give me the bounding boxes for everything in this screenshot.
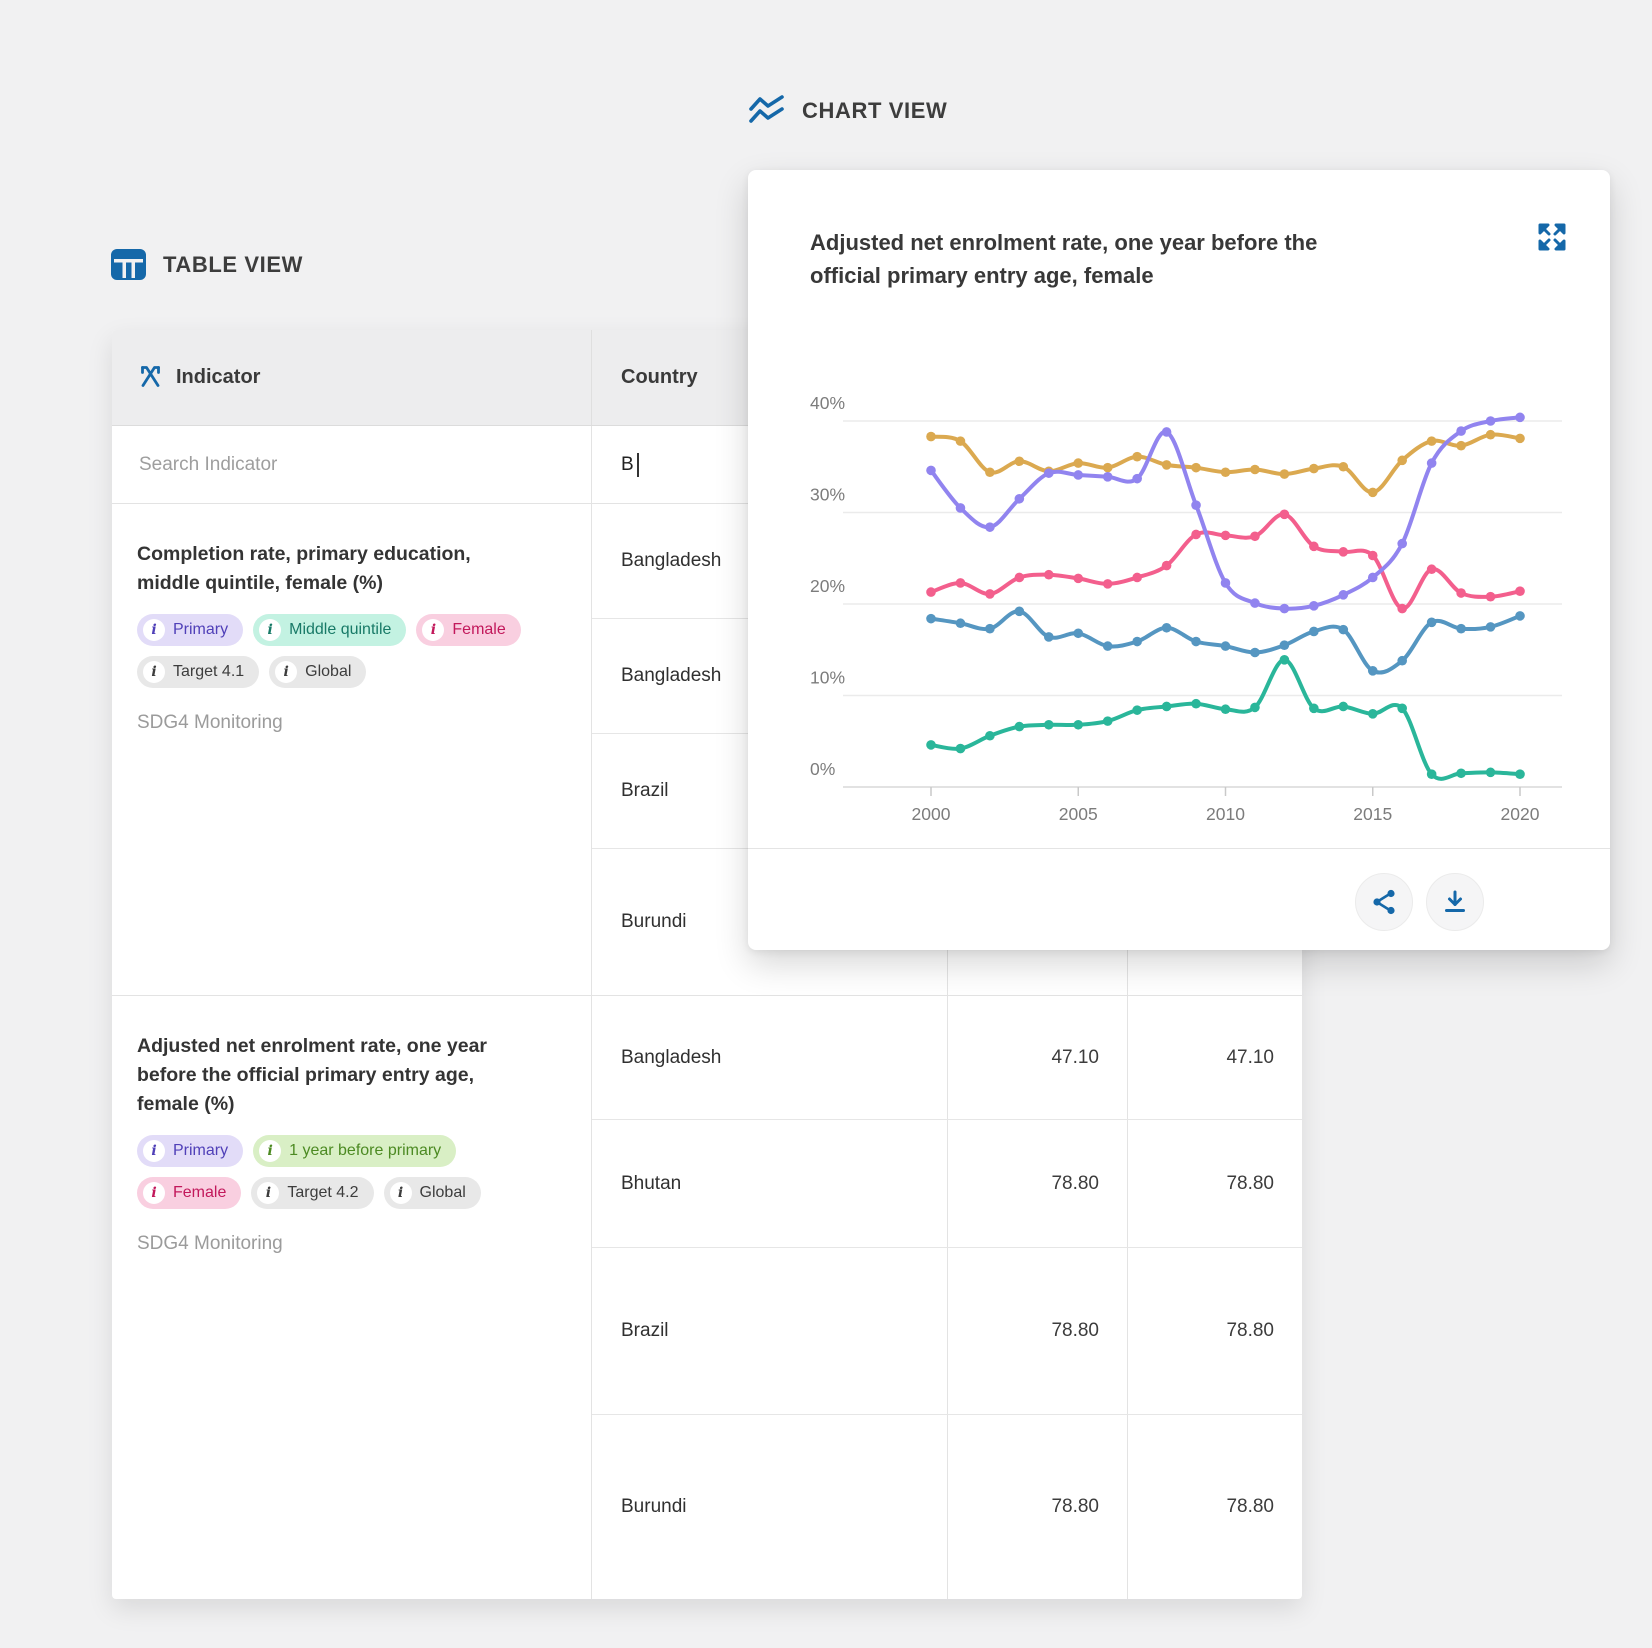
- value-cell: 47.10: [948, 996, 1128, 1119]
- tag-global[interactable]: i Global: [269, 656, 367, 688]
- share-icon: [1370, 888, 1398, 916]
- indicator-cell: Completion rate, primary education, midd…: [112, 504, 592, 995]
- share-button[interactable]: [1355, 873, 1413, 931]
- svg-text:30%: 30%: [810, 485, 845, 505]
- indicator-tags: i Primary i Middle quintile i Female i Targe…: [137, 614, 551, 688]
- value-cell: 78.80: [948, 1415, 1128, 1599]
- svg-text:2020: 2020: [1501, 804, 1540, 824]
- tag-female[interactable]: i Female: [137, 1177, 242, 1209]
- table-search-row: B: [112, 426, 1302, 504]
- value-cell: 78.80: [948, 1248, 1128, 1414]
- country-header-label: Country: [621, 366, 698, 388]
- table-row: Brazil 78.80 78.80: [592, 1248, 1302, 1415]
- table-row: Bangladesh 47.10 47.10: [592, 996, 1302, 1120]
- tag-primary[interactable]: i Primary: [137, 1135, 244, 1167]
- info-icon: i: [275, 661, 298, 683]
- svg-text:2000: 2000: [912, 804, 951, 824]
- svg-text:0%: 0%: [810, 759, 835, 779]
- info-icon: i: [389, 1182, 412, 1204]
- country-cell: Bangladesh: [592, 996, 948, 1119]
- svg-text:20%: 20%: [810, 576, 845, 596]
- value-cell: 78.80: [1226, 1496, 1274, 1517]
- tag-middle-quintile[interactable]: i Middle quintile: [253, 614, 407, 646]
- table-row: Burundi 78.80 78.80: [592, 1415, 1302, 1599]
- text-caret: [636, 452, 639, 477]
- card-footer-divider: [748, 848, 1610, 849]
- country-cell: Brazil: [592, 1248, 948, 1414]
- table-row: Bhutan 78.80 78.80: [592, 1120, 1302, 1248]
- indicator-header-label: Indicator: [176, 366, 261, 388]
- indicator-source: SDG4 Monitoring: [137, 1233, 283, 1254]
- tag-target-4-2[interactable]: i Target 4.2: [251, 1177, 374, 1209]
- indicator-source: SDG4 Monitoring: [137, 712, 283, 733]
- tag-primary[interactable]: i Primary: [137, 614, 244, 646]
- chart-title: Adjusted net enrolment rate, one year be…: [810, 230, 1318, 288]
- info-icon: i: [259, 619, 282, 641]
- series-pink-line: [929, 512, 1522, 611]
- indicator-title: Adjusted net enrolment rate, one year be…: [137, 1035, 488, 1115]
- svg-text:2010: 2010: [1206, 804, 1245, 824]
- value-cell: 78.80: [1226, 1320, 1274, 1341]
- svg-text:2005: 2005: [1059, 804, 1098, 824]
- chart-card: Adjusted net enrolment rate, one year be…: [748, 170, 1610, 950]
- info-icon: i: [259, 1140, 282, 1162]
- info-icon: i: [257, 1182, 280, 1204]
- info-icon: i: [143, 1182, 165, 1204]
- indicator-ribbon-icon: [137, 364, 164, 391]
- country-cell: Bhutan: [592, 1120, 948, 1247]
- line-chart-icon: [748, 94, 786, 128]
- svg-text:2015: 2015: [1353, 804, 1392, 824]
- info-icon: i: [143, 619, 165, 641]
- table-view-label: TABLE VIEW: [163, 251, 304, 277]
- info-icon: i: [143, 1140, 165, 1162]
- table-grid-icon: [110, 248, 147, 281]
- value-cell: 78.80: [1226, 1172, 1274, 1194]
- download-icon: [1441, 888, 1469, 916]
- country-cell: Burundi: [592, 1415, 948, 1599]
- info-icon: i: [422, 619, 445, 641]
- chart-view-label: CHART VIEW: [802, 98, 948, 123]
- svg-text:10%: 10%: [810, 668, 845, 688]
- tag-global[interactable]: i Global: [383, 1177, 481, 1209]
- value-cell: 47.10: [1226, 1046, 1274, 1068]
- country-search-value: B: [621, 453, 634, 475]
- indicator-section: Adjusted net enrolment rate, one year be…: [112, 996, 1302, 1599]
- value-cell: 78.80: [948, 1120, 1128, 1247]
- indicator-cell: Adjusted net enrolment rate, one year be…: [112, 996, 592, 1599]
- indicator-title: Completion rate, primary education, midd…: [137, 543, 471, 594]
- tag-target-4-1[interactable]: i Target 4.1: [137, 656, 260, 688]
- series-teal-line: [929, 657, 1522, 781]
- expand-arrows-icon: [1536, 221, 1568, 253]
- indicator-search-input[interactable]: [137, 452, 550, 477]
- chart-view-toggle[interactable]: CHART VIEW: [748, 94, 947, 128]
- table-view-toggle[interactable]: TABLE VIEW: [110, 248, 303, 281]
- info-icon: i: [143, 661, 165, 683]
- indicator-column-header: Indicator: [112, 330, 592, 425]
- tag-female[interactable]: i Female: [416, 614, 521, 646]
- download-button[interactable]: [1426, 873, 1484, 931]
- svg-text:40%: 40%: [810, 393, 845, 413]
- expand-button[interactable]: [1530, 215, 1574, 259]
- line-chart[interactable]: 40% 30% 20% 10% 0% 2000 2005 2010 2015 2020: [748, 170, 1610, 950]
